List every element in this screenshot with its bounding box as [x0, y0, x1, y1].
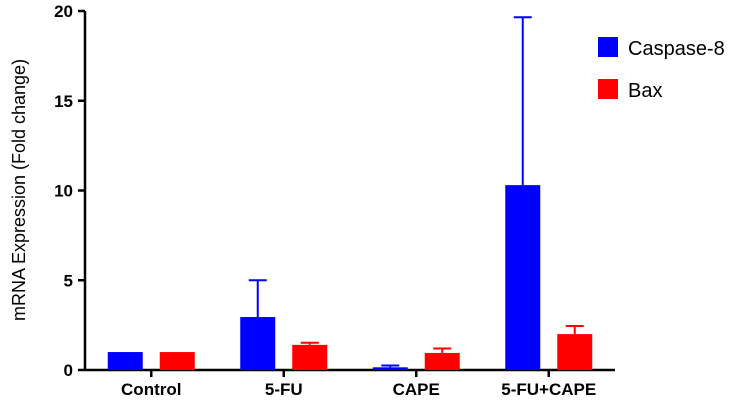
x-axis: Control 5-FU CAPE 5-FU+CAPE: [85, 368, 615, 399]
bar-bax-1: [292, 344, 328, 370]
legend: Caspase-8 Bax: [598, 37, 725, 102]
legend-swatch-1: [598, 79, 618, 99]
y-tick-label-0: 0: [64, 361, 73, 380]
y-tick-label-4: 20: [54, 2, 73, 21]
legend-label-0: Caspase-8: [628, 38, 725, 60]
y-axis-title: mRNA Expression (Fold change): [9, 59, 29, 321]
bar-bax-2: [424, 352, 460, 370]
bar-caspase-8-3: [505, 185, 541, 370]
bar-caspase-8-2: [372, 367, 408, 370]
legend-label-1: Bax: [628, 80, 662, 102]
bars-group: [107, 16, 593, 370]
x-tick-label-2: CAPE: [393, 380, 440, 399]
y-tick-label-1: 5: [64, 271, 73, 290]
bar-caspase-8-0: [107, 352, 143, 370]
legend-swatch-0: [598, 37, 618, 57]
y-tick-label-3: 15: [54, 92, 73, 111]
bar-bax-0: [159, 352, 195, 370]
x-tick-label-1: 5-FU: [265, 380, 303, 399]
bar-bax-3: [557, 334, 593, 370]
x-tick-label-0: Control: [121, 380, 181, 399]
y-axis: 0 5 10 15 20: [54, 2, 87, 380]
y-tick-label-2: 10: [54, 182, 73, 201]
x-tick-label-3: 5-FU+CAPE: [501, 380, 596, 399]
bar-caspase-8-1: [240, 317, 276, 370]
